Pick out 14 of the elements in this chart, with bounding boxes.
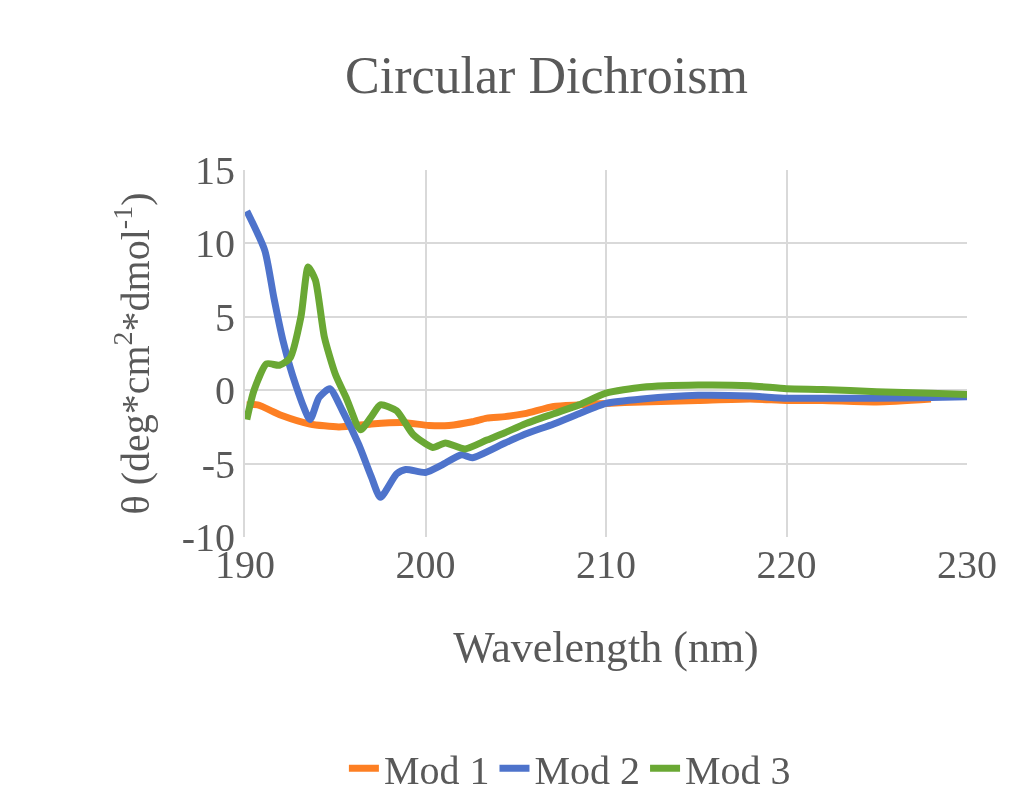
x-tick-label: 230 [937,542,997,587]
y-tick-label: -5 [201,441,235,487]
y-tick-label: 15 [195,148,235,193]
y-tick-label: 5 [215,294,235,340]
x-axis-title: Wavelength (nm) [453,623,759,673]
legend-label: Mod 3 [685,747,791,793]
x-tick-label: 200 [395,542,456,587]
x-tick-label: 220 [756,542,817,587]
legend-label: Mod 2 [534,747,641,793]
y-tick-label: 0 [215,368,235,414]
legend-label: Mod 1 [383,747,490,793]
chart-title: Circular Dichroism [345,47,748,105]
y-tick-label: 10 [195,221,235,267]
x-tick-label: 210 [576,542,636,587]
